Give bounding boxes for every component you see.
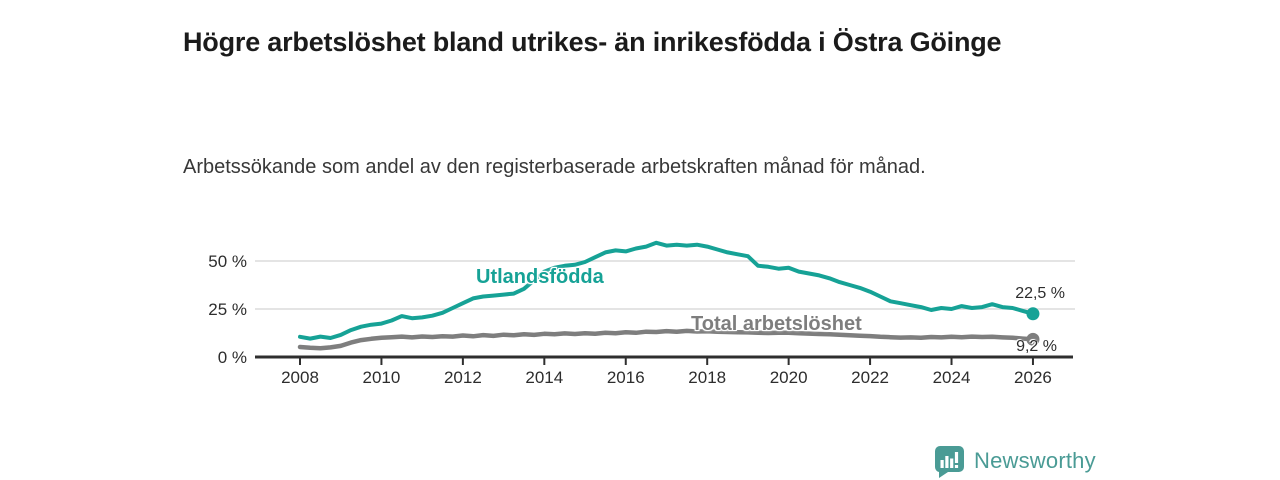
y-axis-tick-label: 0 % [218, 348, 247, 367]
x-axis-tick-label: 2016 [607, 368, 645, 387]
x-axis-tick-label: 2012 [444, 368, 482, 387]
series-line-utlandsfodda [298, 240, 1035, 341]
end-dot-utlandsfodda [1026, 307, 1040, 321]
series-label-utlandsfodda: Utlandsfödda [476, 266, 604, 288]
x-axis-tick-label: 2008 [281, 368, 319, 387]
newsworthy-logo: Newsworthy [933, 444, 1096, 478]
x-axis-tick-label: 2020 [770, 368, 808, 387]
x-axis-tick-label: 2018 [688, 368, 726, 387]
series-label-total-arbetsloshet: Total arbetslöshet [691, 313, 862, 335]
end-value-label-total: 9,2 % [1016, 338, 1057, 355]
end-value-label-utlandsfodda: 22,5 % [1015, 285, 1065, 302]
x-axis-tick-label: 2026 [1014, 368, 1052, 387]
newsworthy-logo-text: Newsworthy [974, 448, 1096, 473]
page-title: Högre arbetslöshet bland utrikes- än inr… [183, 27, 1002, 58]
chart-subtitle: Arbetssökande som andel av den registerb… [183, 156, 926, 178]
x-axis-tick-label: 2022 [851, 368, 889, 387]
y-axis-tick-label: 25 % [208, 300, 247, 319]
x-axis-tick-label: 2024 [933, 368, 971, 387]
end-dot-total [1026, 332, 1040, 346]
x-axis-tick-label: 2014 [525, 368, 563, 387]
newsworthy-chart-bubble-icon [934, 446, 964, 478]
x-axis-tick-label: 2010 [363, 368, 401, 387]
series-line-total [297, 328, 1036, 351]
y-axis-tick-label: 50 % [208, 252, 247, 271]
